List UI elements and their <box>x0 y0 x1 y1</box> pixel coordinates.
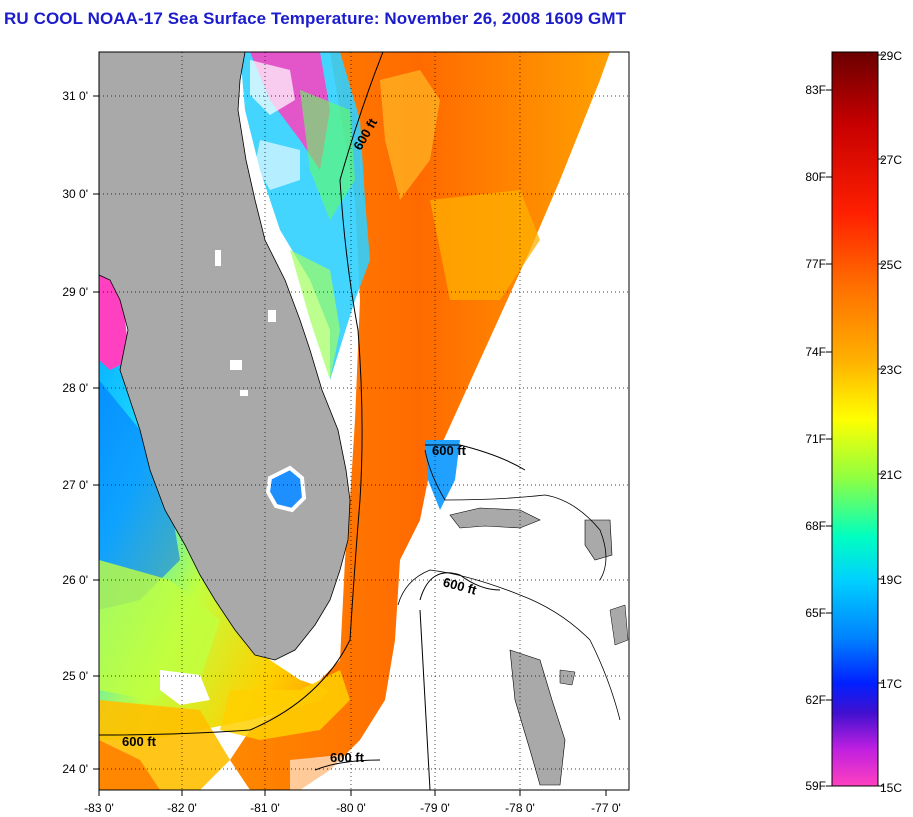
contour-600ft-bahama <box>425 444 526 471</box>
lon-label: -83 0' <box>84 801 114 815</box>
colorbar: 29C 27C 25C 23C 21C 19C 17C 15C 83F 80F … <box>805 49 902 795</box>
colorbar-f-label: 74F <box>805 345 826 359</box>
lat-label: 24 0' <box>62 762 88 776</box>
colorbar-f-label: 77F <box>805 257 826 271</box>
lat-label: 30 0' <box>62 187 88 201</box>
axis-ticks <box>93 95 607 796</box>
colorbar-c-label: 27C <box>880 153 902 167</box>
colorbar-f-label: 65F <box>805 606 826 620</box>
lon-label: -78 0' <box>505 801 535 815</box>
sst-field <box>99 52 629 790</box>
contour-600ft-florida <box>99 52 384 736</box>
contour-label-gulf: 600 ft <box>122 734 157 749</box>
lat-label: 27 0' <box>62 478 88 492</box>
lon-label: -82 0' <box>167 801 197 815</box>
contour-label-bahama: 600 ft <box>432 443 467 458</box>
lat-label: 25 0' <box>62 669 88 683</box>
colorbar-f-label: 59F <box>805 779 826 793</box>
colorbar-c-label: 17C <box>880 677 902 691</box>
lon-label: -81 0' <box>250 801 280 815</box>
colorbar-c-label: 23C <box>880 363 902 377</box>
lon-label: -79 0' <box>420 801 450 815</box>
lake-okeechobee <box>265 465 307 513</box>
colorbar-f-label: 71F <box>805 432 826 446</box>
colorbar-bar <box>831 51 879 787</box>
plot-frame <box>98 51 630 791</box>
colorbar-c-label: 15C <box>880 781 902 795</box>
eleuthera <box>609 604 629 646</box>
page-title: RU COOL NOAA-17 Sea Surface Temperature:… <box>4 9 627 28</box>
contour-600ft-south <box>314 759 381 771</box>
colorbar-f-label: 68F <box>805 519 826 533</box>
gridlines <box>99 52 629 790</box>
lon-label: -80 0' <box>336 801 366 815</box>
colorbar-f-label: 80F <box>805 170 826 184</box>
colorbar-c-label: 25C <box>880 258 902 272</box>
contour-label-south: 600 ft <box>330 750 365 765</box>
lat-label: 31 0' <box>62 89 88 103</box>
colorbar-f-label: 83F <box>805 83 826 97</box>
colorbar-c-label: 21C <box>880 468 902 482</box>
lat-label: 26 0' <box>62 573 88 587</box>
grand-bahama <box>449 507 541 529</box>
lon-label: -77 0' <box>591 801 621 815</box>
colorbar-f-label: 62F <box>805 693 826 707</box>
lat-label: 28 0' <box>62 381 88 395</box>
colorbar-c-label: 29C <box>880 49 902 63</box>
contour-600ft-andros <box>419 572 501 601</box>
lat-label: 29 0' <box>62 285 88 299</box>
colorbar-c-label: 19C <box>880 573 902 587</box>
